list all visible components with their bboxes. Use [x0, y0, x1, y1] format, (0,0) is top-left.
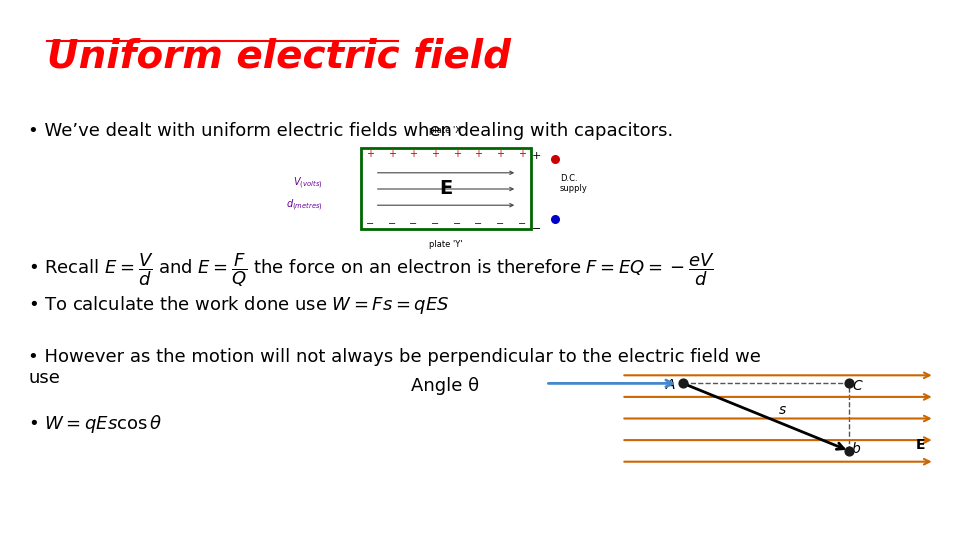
Text: +: +	[532, 151, 540, 161]
Text: −: −	[532, 224, 540, 234]
Text: −: −	[388, 219, 396, 229]
Text: $d_{(metres)}$: $d_{(metres)}$	[286, 198, 323, 213]
Text: b: b	[852, 442, 860, 456]
Text: Uniform electric field: Uniform electric field	[47, 38, 512, 76]
Text: A: A	[666, 378, 676, 392]
Text: +: +	[517, 149, 526, 159]
Point	[842, 379, 857, 388]
Text: −: −	[453, 219, 461, 229]
Text: plate 'X': plate 'X'	[429, 126, 463, 135]
Text: −: −	[431, 219, 439, 229]
Text: −: −	[496, 219, 504, 229]
Text: +: +	[431, 149, 439, 159]
Text: C: C	[852, 379, 862, 393]
FancyBboxPatch shape	[361, 148, 531, 230]
Text: −: −	[517, 219, 526, 229]
Text: • To calculate the work done use $W = Fs = qES$: • To calculate the work done use $W = Fs…	[29, 294, 450, 316]
Text: • $W = qEs\cos\theta$: • $W = qEs\cos\theta$	[29, 413, 163, 435]
Point	[842, 447, 857, 455]
Text: E: E	[916, 438, 925, 452]
Text: +: +	[388, 149, 396, 159]
Text: plate 'Y': plate 'Y'	[429, 240, 463, 249]
Text: −: −	[366, 219, 374, 229]
Point	[547, 214, 563, 223]
Text: s: s	[780, 403, 786, 417]
Text: +: +	[474, 149, 483, 159]
Point	[547, 155, 563, 164]
Text: • Recall $E = \dfrac{V}{d}$ and $E = \dfrac{F}{Q}$ the force on an electron is t: • Recall $E = \dfrac{V}{d}$ and $E = \df…	[29, 251, 715, 289]
Text: • However as the motion will not always be perpendicular to the electric field w: • However as the motion will not always …	[29, 348, 761, 387]
Text: $V_{(volts)}$: $V_{(volts)}$	[293, 176, 323, 191]
Text: +: +	[366, 149, 374, 159]
Text: • We’ve dealt with uniform electric fields when dealing with capacitors.: • We’ve dealt with uniform electric fiel…	[29, 122, 674, 139]
Text: D.C.
supply: D.C. supply	[560, 174, 588, 193]
Text: −: −	[409, 219, 418, 229]
Text: +: +	[409, 149, 418, 159]
Text: −: −	[474, 219, 483, 229]
Text: +: +	[496, 149, 504, 159]
Text: +: +	[453, 149, 461, 159]
Text: Angle θ: Angle θ	[411, 377, 479, 395]
Text: E: E	[440, 179, 452, 199]
Point	[676, 379, 691, 388]
